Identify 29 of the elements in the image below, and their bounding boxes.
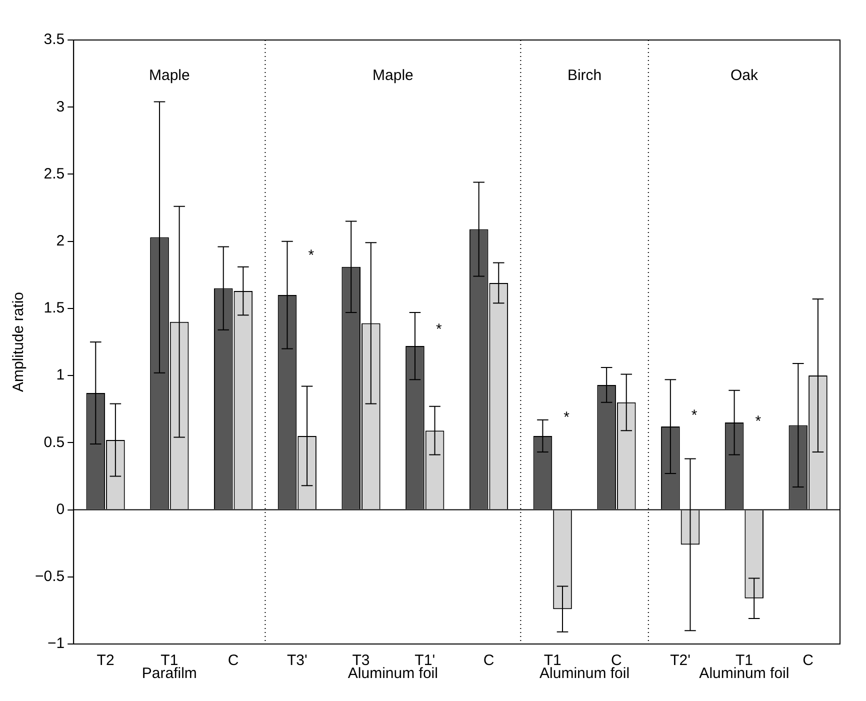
annotation: * [564,409,570,426]
x-tick-label: T2 [96,652,114,670]
y-tick-label: 2 [56,232,65,250]
x-tick-label: C [483,652,494,670]
x-tick-label: T2' [670,652,691,670]
x-tick-label: T3' [286,652,308,670]
annotation: Maple [148,67,190,84]
annotation: Birch [567,67,602,84]
y-tick-label: 3 [56,98,65,116]
text: Parafilm [142,665,197,682]
x-tick-label: C [802,652,814,670]
y-tick-label: −0.5 [34,568,65,586]
y-tick-label: −1 [48,635,65,652]
annotation: * [755,412,762,430]
x-tick-label: C [228,652,239,670]
annotation: Maple [372,67,414,84]
annotation: * [308,246,314,264]
y-tick-label: 0.5 [44,434,65,451]
y-tick-label: 0 [56,500,65,518]
text: Aluminum foil [540,665,630,682]
y-tick-label: 1.5 [44,300,65,317]
annotation: * [691,406,698,424]
y-tick-label: 3.5 [44,31,65,48]
y-tick-label: 1 [56,366,65,384]
y-axis-title: Amplitude ratio [10,292,28,392]
y-tick-label: 2.5 [44,165,65,182]
annotation: * [436,321,442,338]
annotation: Oak [730,67,758,84]
text: Aluminum foil [348,665,438,682]
